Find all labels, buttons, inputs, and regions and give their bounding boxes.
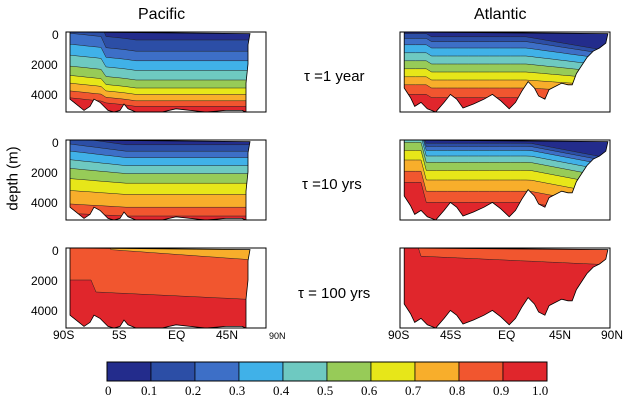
tau-label-1: τ =1 year — [304, 68, 365, 85]
colorbar-swatch-3 — [238, 361, 284, 382]
colorbar-tick-0-9: 0.9 — [493, 383, 510, 398]
pacific-panel-3-band-9 — [70, 279, 250, 328]
y-tick-2000-row2: 2000 — [31, 166, 58, 180]
x-tick-pacific-45n: 45N — [216, 328, 239, 342]
colorbar — [106, 361, 548, 382]
x-tick-pacific-5s: 5S — [112, 328, 127, 342]
colorbar-tick-0-3: 0.3 — [229, 383, 246, 398]
atlantic-panel-3 — [399, 247, 611, 329]
colorbar-swatch-4 — [282, 361, 328, 382]
x-tick-atlantic-45s: 45S — [440, 328, 462, 342]
colorbar-frame — [106, 361, 548, 382]
col-title-pacific: Pacific — [138, 6, 186, 23]
y-tick-2000-row1: 2000 — [31, 58, 58, 72]
x-tick-atlantic-90s: 90S — [388, 328, 410, 342]
y-tick-4000-row1: 4000 — [31, 88, 58, 102]
tau-label-100: τ = 100 yrs — [298, 285, 371, 302]
colorbar-swatch-0 — [106, 361, 152, 382]
atlantic-panel-3-basin-outline — [403, 247, 609, 329]
x-tick-atlantic-90n: 90N — [601, 328, 624, 342]
atlantic-panel-1 — [399, 31, 611, 113]
colorbar-tick-0-1: 0.1 — [141, 383, 158, 398]
colorbar-tick-0-2: 0.2 — [185, 383, 202, 398]
tau-label-10: τ =10 yrs — [302, 176, 362, 193]
colorbar-tick-0-6: 0.6 — [361, 383, 378, 398]
colorbar-swatch-7 — [414, 361, 460, 382]
pacific-panel-3-frame — [65, 247, 267, 329]
atlantic-panel-1-basin-outline — [403, 31, 609, 113]
x-tick-atlantic-eq: EQ — [498, 328, 516, 342]
y-tick-4000-row3: 4000 — [31, 304, 58, 318]
colorbar-swatch-6 — [370, 361, 416, 382]
colorbar-swatch-5 — [326, 361, 372, 382]
colorbar-swatch-8 — [458, 361, 504, 382]
pacific-panel-2 — [65, 139, 267, 221]
x-tick-atlantic-45n: 45N — [549, 328, 572, 342]
colorbar-tick-0-4: 0.4 — [273, 383, 290, 398]
atlantic-panel-2-frame — [399, 139, 611, 221]
y-tick-0-row3: 0 — [52, 244, 59, 258]
col-title-atlantic: Atlantic — [474, 6, 527, 23]
atlantic-panel-2-basin-outline — [403, 139, 609, 221]
x-tick-pacific-90n: 90N — [269, 331, 286, 341]
pacific-panel-1-frame — [65, 31, 267, 113]
atlantic-panel-1-frame — [399, 31, 611, 113]
colorbar-swatch-2 — [194, 361, 240, 382]
x-tick-pacific-90s: 90S — [53, 328, 75, 342]
y-tick-2000-row3: 2000 — [31, 274, 58, 288]
y-tick-0-row2: 0 — [52, 136, 59, 150]
pacific-panel-1 — [65, 31, 267, 113]
pacific-panel-2-frame — [65, 139, 267, 221]
colorbar-tick-1-0: 1.0 — [532, 383, 549, 398]
colorbar-tick-0-5: 0.5 — [317, 383, 334, 398]
colorbar-swatch-1 — [150, 361, 196, 382]
colorbar-tick-0-7: 0.7 — [405, 383, 422, 398]
colorbar-tick-0-8: 0.8 — [449, 383, 466, 398]
x-tick-pacific-eq: EQ — [168, 328, 186, 342]
colorbar-swatch-9 — [502, 361, 548, 382]
y-tick-0-row1: 0 — [52, 28, 59, 42]
pacific-panel-3 — [65, 247, 267, 329]
y-tick-4000-row2: 4000 — [31, 196, 58, 210]
atlantic-panel-2 — [399, 139, 611, 221]
colorbar-tick-0: 0 — [105, 383, 112, 398]
atlantic-panel-3-frame — [399, 247, 611, 329]
